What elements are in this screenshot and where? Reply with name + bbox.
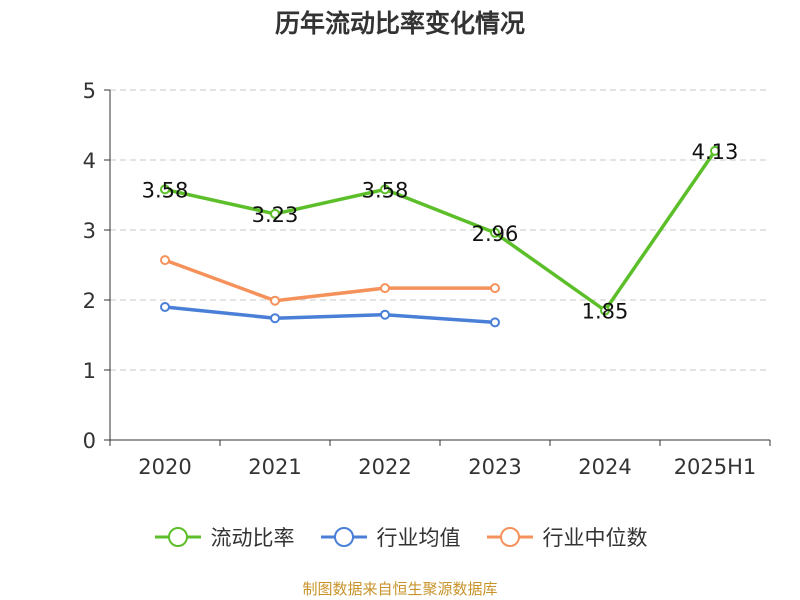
y-tick-label: 3 — [83, 219, 96, 243]
data-label: 3.23 — [252, 203, 299, 227]
x-tick-label: 2020 — [138, 455, 191, 479]
x-tick-label: 2022 — [358, 455, 411, 479]
y-tick-label: 4 — [83, 149, 96, 173]
data-point — [270, 295, 280, 306]
series-line — [163, 149, 717, 313]
x-tick-label: 2021 — [248, 455, 301, 479]
y-tick-label: 5 — [83, 79, 96, 103]
y-tick-label: 2 — [83, 289, 96, 313]
legend-swatch-icon — [154, 527, 201, 547]
x-tick-label: 2025H1 — [674, 455, 757, 479]
legend-item[interactable]: 行业均值 — [319, 522, 461, 552]
y-tick-label: 1 — [83, 359, 96, 383]
data-point — [490, 317, 500, 328]
data-label: 2.96 — [472, 222, 519, 246]
series-lines — [160, 145, 720, 328]
legend-swatch-icon — [486, 527, 533, 547]
grid-lines — [110, 89, 770, 371]
legend-label: 行业均值 — [376, 526, 461, 550]
source-note: 制图数据来自恒生聚源数据库 — [302, 580, 498, 598]
data-labels: 3.58 3.23 3.58 2.96 1.85 4.13 — [142, 140, 739, 324]
legend-item[interactable]: 行业中位数 — [485, 522, 648, 552]
data-label: 4.13 — [692, 140, 739, 164]
data-point — [160, 184, 170, 195]
data-point — [270, 313, 280, 324]
data-point — [160, 255, 170, 266]
legend-item[interactable]: 流动比率 — [153, 522, 295, 552]
data-point — [160, 302, 170, 312]
data-point — [380, 184, 390, 195]
data-label: 1.85 — [582, 300, 629, 324]
chart-title: 历年流动比率变化情况 — [274, 9, 525, 38]
data-point — [380, 309, 390, 320]
x-tick-label: 2023 — [468, 455, 521, 479]
data-point — [600, 305, 610, 316]
data-point — [490, 227, 500, 238]
data-label: 3.58 — [362, 178, 409, 202]
series-line — [163, 305, 497, 325]
data-point — [490, 283, 500, 294]
x-tick-label: 2024 — [578, 455, 631, 479]
legend-label: 流动比率 — [210, 526, 295, 550]
legend-label: 行业中位数 — [542, 526, 648, 550]
data-label: 3.58 — [142, 178, 189, 202]
legend: 流动比率 行业均值 行业中位数 — [0, 520, 800, 554]
axes: 0 1 2 3 4 5 2020 2021 2022 2023 2024 2025H1 — [83, 79, 771, 479]
y-tick-label: 0 — [83, 429, 96, 453]
legend-swatch-icon — [320, 527, 367, 547]
data-point — [380, 283, 390, 294]
data-point — [270, 208, 280, 219]
data-point — [710, 145, 720, 156]
series-line — [163, 258, 497, 303]
